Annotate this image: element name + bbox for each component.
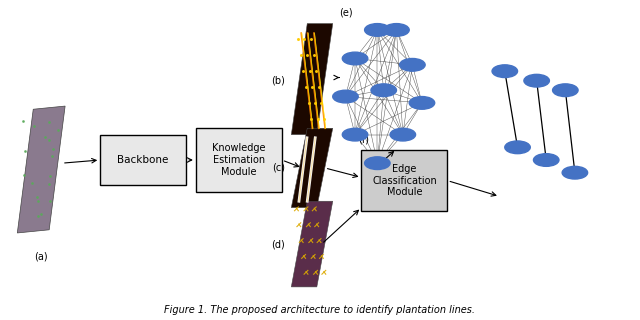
FancyBboxPatch shape [100, 135, 186, 185]
Polygon shape [17, 106, 65, 233]
Circle shape [384, 24, 409, 36]
FancyBboxPatch shape [196, 128, 282, 192]
Text: (d): (d) [271, 239, 285, 249]
Text: Knowledge
Estimation
Module: Knowledge Estimation Module [212, 143, 266, 177]
Text: (c): (c) [272, 163, 285, 173]
Text: Backbone: Backbone [118, 155, 169, 165]
Circle shape [505, 141, 531, 154]
Circle shape [365, 157, 390, 170]
Polygon shape [291, 24, 333, 135]
Circle shape [390, 128, 415, 141]
Circle shape [365, 24, 390, 36]
Circle shape [333, 90, 358, 103]
Text: Figure 1. The proposed architecture to identify plantation lines.: Figure 1. The proposed architecture to i… [164, 305, 476, 316]
Circle shape [409, 97, 435, 109]
FancyBboxPatch shape [362, 150, 447, 211]
Text: (f): (f) [358, 134, 369, 144]
Polygon shape [291, 201, 333, 287]
Circle shape [342, 128, 368, 141]
Circle shape [492, 65, 518, 77]
Circle shape [399, 59, 425, 71]
Circle shape [342, 52, 368, 65]
Polygon shape [291, 128, 333, 208]
Circle shape [552, 84, 578, 97]
Circle shape [524, 74, 549, 87]
Text: (b): (b) [271, 76, 285, 86]
Text: (e): (e) [339, 7, 353, 17]
Text: Edge
Classification
Module: Edge Classification Module [372, 164, 437, 197]
Text: (a): (a) [35, 252, 48, 262]
Circle shape [562, 166, 588, 179]
Circle shape [534, 154, 559, 166]
Circle shape [371, 84, 396, 97]
